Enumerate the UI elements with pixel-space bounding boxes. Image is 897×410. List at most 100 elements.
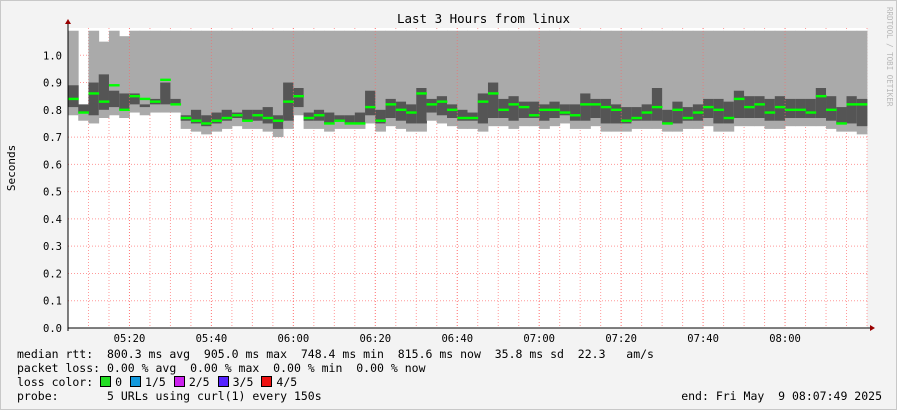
y-tick-label: 0.1 bbox=[43, 296, 62, 308]
smoke-band-light bbox=[774, 30, 786, 129]
smoke-band-light bbox=[744, 30, 755, 127]
smoke-band-light bbox=[703, 30, 714, 127]
median-mark bbox=[610, 108, 622, 112]
smoke-band-dark bbox=[846, 96, 858, 124]
median-mark bbox=[559, 111, 571, 114]
smoke-band-dark bbox=[426, 98, 438, 113]
smoke-band-dark bbox=[580, 93, 591, 121]
smoke-band-dark bbox=[324, 112, 335, 124]
smoke-band-dark bbox=[160, 82, 171, 105]
loss-color-text: 1/5 bbox=[145, 375, 166, 389]
loss-color-text: 4/5 bbox=[276, 375, 298, 389]
smoke-band-dark bbox=[682, 107, 694, 121]
smoke-band-light bbox=[78, 112, 89, 121]
y-tick-label: 1.0 bbox=[43, 50, 62, 62]
smoke-band-light bbox=[108, 30, 120, 116]
y-tick-label: 0.3 bbox=[43, 241, 62, 253]
median-mark bbox=[580, 103, 591, 106]
smoke-band-dark bbox=[600, 98, 612, 124]
smoke-band-dark bbox=[457, 109, 468, 121]
smoke-band-light bbox=[170, 30, 182, 113]
loss-color-swatch bbox=[261, 376, 273, 387]
median-mark bbox=[477, 100, 489, 103]
median-mark bbox=[703, 105, 714, 109]
smoke-band-dark bbox=[221, 109, 233, 121]
smoke-band-light bbox=[662, 30, 673, 132]
smoke-band-dark bbox=[375, 109, 386, 124]
smoke-band-dark bbox=[856, 98, 868, 127]
smoke-band-dark bbox=[365, 90, 376, 116]
median-mark bbox=[180, 116, 192, 120]
median-mark bbox=[78, 111, 89, 114]
smoke-band-dark bbox=[713, 98, 724, 124]
smoke-band-light bbox=[672, 30, 684, 132]
smoke-band-light bbox=[805, 30, 817, 127]
smoke-band-light bbox=[457, 30, 468, 129]
y-tick-label: 0.5 bbox=[43, 187, 62, 199]
smoke-band-light bbox=[426, 30, 438, 121]
median-mark bbox=[68, 97, 79, 101]
median-mark bbox=[334, 119, 345, 122]
x-tick-label: 06:40 bbox=[441, 333, 473, 345]
smoke-band-light bbox=[231, 30, 243, 127]
smoke-band-light bbox=[836, 30, 847, 132]
median-mark bbox=[262, 116, 274, 120]
median-mark bbox=[88, 92, 100, 95]
median-mark bbox=[528, 114, 540, 117]
smoke-band-light bbox=[610, 30, 622, 132]
smoke-band-light bbox=[785, 30, 796, 127]
median-mark bbox=[108, 84, 120, 87]
smoke-band-dark bbox=[621, 107, 632, 124]
smoke-band-light bbox=[692, 30, 704, 129]
median-mark bbox=[467, 116, 479, 120]
smoke-band-dark bbox=[170, 98, 182, 105]
loss-color-swatch bbox=[173, 376, 185, 387]
smoke-band-light bbox=[395, 30, 407, 129]
smoke-band-light bbox=[365, 30, 376, 124]
smoke-band-light bbox=[272, 30, 284, 138]
smoke-band-light bbox=[631, 30, 643, 129]
smoke-band-dark bbox=[211, 112, 223, 124]
smoke-band-light bbox=[815, 30, 827, 127]
loss-color-list: 0 1/5 2/5 3/5 4/5 bbox=[100, 375, 305, 389]
median-mark bbox=[723, 116, 735, 120]
smoke-band-light bbox=[201, 30, 212, 135]
median-mark bbox=[416, 92, 427, 95]
median-mark bbox=[252, 114, 264, 117]
y-tick-label: 0.4 bbox=[43, 214, 62, 226]
median-mark bbox=[457, 116, 468, 120]
smoke-band-light bbox=[149, 30, 161, 113]
smoke-band-dark bbox=[703, 98, 714, 118]
smoke-band-light bbox=[641, 30, 653, 129]
smoke-band-light bbox=[508, 30, 520, 129]
median-mark bbox=[651, 105, 663, 109]
smoke-band-dark bbox=[528, 101, 540, 118]
median-mark bbox=[129, 94, 141, 98]
loss-color-item: 0 bbox=[100, 376, 122, 389]
loss-color-swatch bbox=[217, 376, 229, 387]
smoke-band-light bbox=[190, 30, 202, 132]
x-tick-label: 07:20 bbox=[605, 333, 637, 345]
smoke-band-light bbox=[795, 30, 806, 127]
smoke-band-dark bbox=[733, 90, 745, 118]
loss-color-item: 2/5 bbox=[173, 376, 210, 389]
smoke-band-light bbox=[406, 30, 417, 132]
median-mark bbox=[354, 122, 366, 125]
smoke-band-dark bbox=[242, 109, 253, 121]
smoke-band-dark bbox=[262, 107, 274, 124]
median-mark bbox=[805, 111, 817, 114]
median-mark bbox=[662, 122, 673, 125]
x-tick-label: 06:00 bbox=[278, 333, 310, 345]
smoke-band-light bbox=[549, 30, 561, 127]
median-mark bbox=[785, 108, 796, 112]
x-tick-label: 07:40 bbox=[687, 333, 719, 345]
packet-loss-line: packet loss: 0.00 % avg 0.00 % max 0.00 … bbox=[17, 361, 426, 375]
median-mark bbox=[621, 119, 632, 122]
x-axis-arrow bbox=[870, 325, 875, 331]
smoke-band-dark bbox=[139, 104, 151, 108]
smoke-band-light bbox=[723, 30, 735, 132]
median-mark bbox=[447, 108, 458, 112]
x-tick-label: 05:20 bbox=[114, 333, 146, 345]
smoke-band-light bbox=[467, 30, 479, 129]
